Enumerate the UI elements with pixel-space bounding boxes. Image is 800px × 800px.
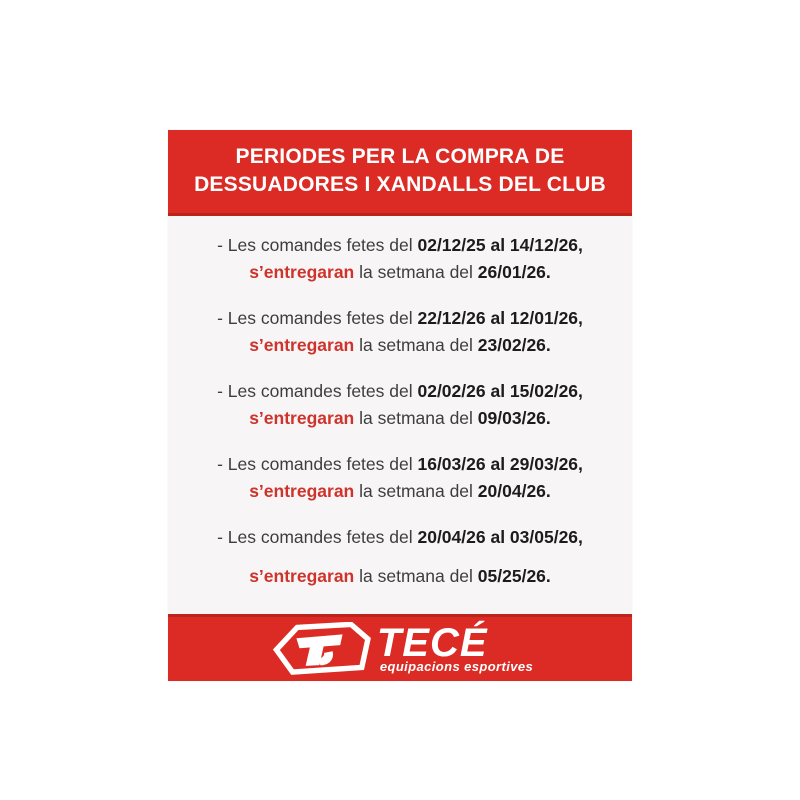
delivery-word: s’entregaran bbox=[249, 408, 355, 428]
period-middle: la setmana del bbox=[354, 335, 478, 355]
period-item-2: - Les comandes fetes del 22/12/26 al 12/… bbox=[180, 305, 620, 359]
delivery-week-date: 20/04/26. bbox=[477, 481, 551, 501]
order-date-range: 02/12/25 al 14/12/26, bbox=[417, 235, 583, 255]
delivery-word: s’entregaran bbox=[249, 481, 355, 501]
flyer-title-line-2: DESSUADORES I XANDALLS DEL CLUB bbox=[194, 173, 606, 196]
delivery-week-date: 09/03/26. bbox=[477, 408, 551, 428]
delivery-week-date: 05/25/26. bbox=[477, 566, 551, 586]
flyer-title-line-1: PERIODES PER LA COMPRA DE bbox=[235, 145, 565, 168]
flyer-footer: TECÉ equipacions esportives bbox=[168, 614, 632, 681]
brand-name: TECÉ bbox=[376, 621, 488, 665]
period-prefix: - Les comandes fetes del bbox=[217, 454, 418, 474]
order-date-range: 22/12/26 al 12/01/26, bbox=[417, 308, 583, 328]
flyer-body: - Les comandes fetes del 02/12/25 al 14/… bbox=[168, 216, 632, 614]
order-date-range: 16/03/26 al 29/03/26, bbox=[417, 454, 583, 474]
period-item-4: - Les comandes fetes del 16/03/26 al 29/… bbox=[180, 451, 620, 505]
brand-tagline: equipacions esportives bbox=[379, 659, 534, 674]
tece-badge-icon bbox=[272, 622, 371, 675]
period-prefix: - Les comandes fetes del bbox=[217, 527, 418, 547]
delivery-word: s’entregaran bbox=[249, 566, 355, 586]
period-item-5: - Les comandes fetes del 20/04/26 al 03/… bbox=[180, 524, 620, 590]
order-date-range: 02/02/26 al 15/02/26, bbox=[417, 381, 583, 401]
period-item-1: - Les comandes fetes del 02/12/25 al 14/… bbox=[180, 232, 620, 286]
period-middle: la setmana del bbox=[354, 262, 478, 282]
delivery-week-date: 23/02/26. bbox=[477, 335, 551, 355]
order-date-range: 20/04/26 al 03/05/26, bbox=[417, 527, 583, 547]
period-middle: la setmana del bbox=[354, 481, 478, 501]
delivery-week-date: 26/01/26. bbox=[477, 262, 551, 282]
flyer-card: PERIODES PER LA COMPRA DE DESSUADORES I … bbox=[168, 130, 632, 681]
period-prefix: - Les comandes fetes del bbox=[217, 235, 418, 255]
period-prefix: - Les comandes fetes del bbox=[217, 308, 418, 328]
period-prefix: - Les comandes fetes del bbox=[217, 381, 418, 401]
tece-logo: TECÉ equipacions esportives bbox=[271, 622, 533, 676]
flyer-header: PERIODES PER LA COMPRA DE DESSUADORES I … bbox=[168, 130, 632, 216]
period-middle: la setmana del bbox=[354, 566, 478, 586]
period-item-3: - Les comandes fetes del 02/02/26 al 15/… bbox=[180, 378, 620, 432]
period-middle: la setmana del bbox=[354, 408, 478, 428]
delivery-word: s’entregaran bbox=[249, 335, 355, 355]
delivery-word: s’entregaran bbox=[249, 262, 355, 282]
